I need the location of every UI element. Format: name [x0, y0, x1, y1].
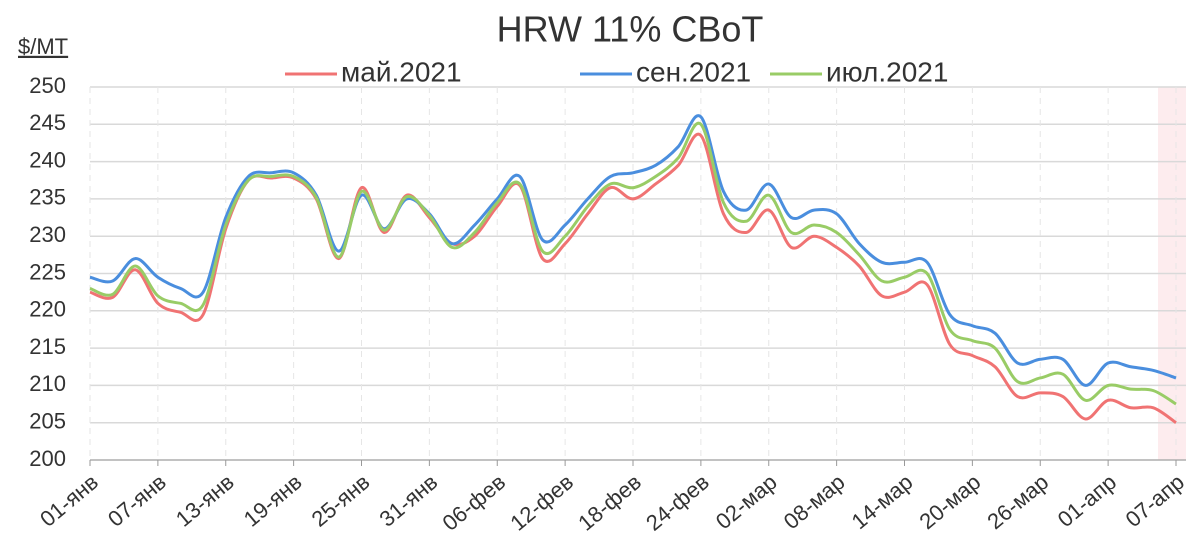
x-tick-label: 13-янв [171, 469, 239, 532]
x-tick-label: 06-фев [438, 469, 511, 536]
x-tick-label: 20-мар [915, 469, 986, 534]
y-tick-label: 240 [29, 147, 66, 172]
x-tick-label: 24-фев [641, 469, 714, 536]
legend-label: июл.2021 [826, 56, 948, 87]
y-tick-label: 210 [29, 371, 66, 396]
x-tick-label: 07-апр [1121, 469, 1186, 532]
x-tick-label: 26-мар [982, 469, 1053, 534]
y-tick-label: 200 [29, 446, 66, 471]
x-tick-label: 19-янв [239, 469, 307, 532]
x-tick-label: 14-мар [847, 469, 918, 534]
y-tick-label: 230 [29, 222, 66, 247]
y-tick-label: 235 [29, 185, 66, 210]
x-tick-label: 18-фев [573, 469, 646, 536]
series-line [89, 121, 1177, 406]
x-tick-label: 01-апр [1053, 469, 1121, 532]
x-tick-label: 08-мар [779, 469, 850, 534]
y-tick-label: 220 [29, 297, 66, 322]
y-tick-label: 225 [29, 259, 66, 284]
y-tick-label: 205 [29, 409, 66, 434]
y-tick-label: 215 [29, 334, 66, 359]
y-tick-label: 245 [29, 110, 66, 135]
x-tick-label: 01-янв [35, 469, 103, 532]
series-line [89, 114, 1177, 387]
x-tick-label: 25-янв [307, 469, 375, 532]
chart-title: HRW 11% CBoT [497, 9, 764, 50]
legend-label: май.2021 [341, 56, 462, 87]
y-tick-label: 250 [29, 73, 66, 98]
y-axis-label: $/MT [18, 34, 68, 59]
x-tick-label: 31-янв [375, 469, 443, 532]
x-tick-label: 12-фев [505, 469, 578, 536]
x-tick-label: 02-мар [711, 469, 782, 534]
legend-label: сен.2021 [636, 56, 751, 87]
x-tick-label: 07-янв [103, 469, 171, 532]
